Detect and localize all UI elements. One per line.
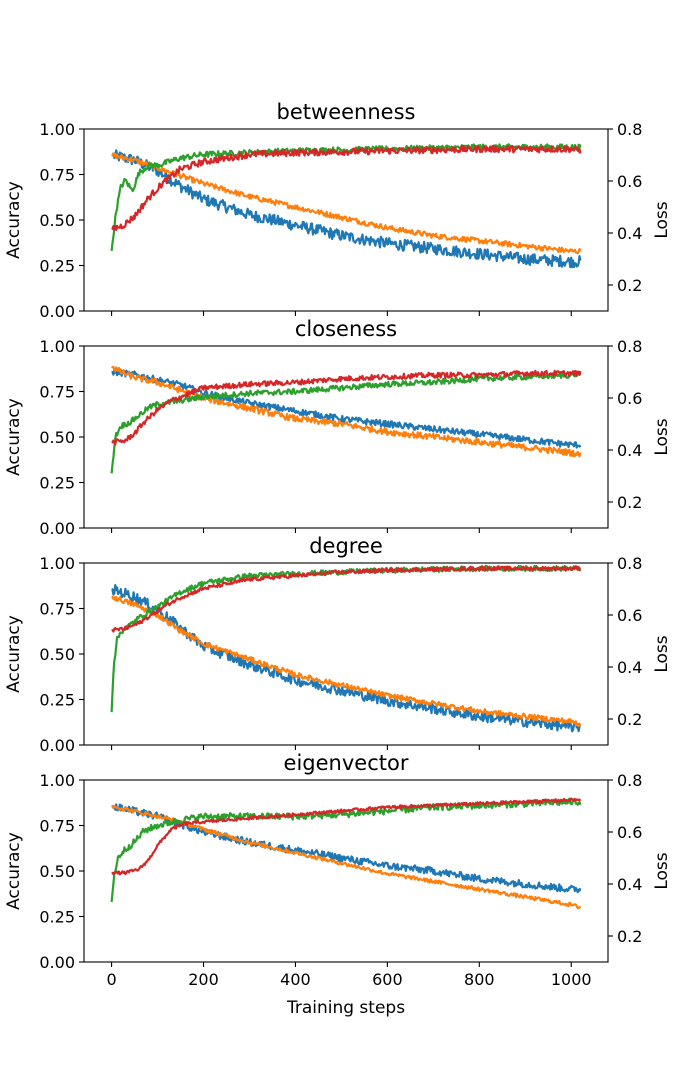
y2-axis-label: Loss — [652, 418, 672, 455]
y-tick-label: 0.75 — [39, 817, 75, 836]
series-line-4 — [111, 144, 582, 231]
y2-tick-label: 0.4 — [617, 658, 642, 677]
y-tick-label: 0.00 — [39, 953, 75, 972]
y2-tick-label: 0.8 — [617, 120, 642, 139]
y2-tick-label: 0.6 — [617, 172, 642, 191]
series-line-4 — [111, 797, 582, 876]
y2-tick-label: 0.6 — [617, 823, 642, 842]
panel-betweenness: 0.00 0.25 0.50 0.75 1.00 0.2 0.4 0.6 0.8 betweenn… — [4, 100, 672, 321]
y-tick-label: 0.50 — [39, 862, 75, 881]
y2-axis-label: Loss — [652, 852, 672, 889]
y-axis-label: Accuracy — [4, 615, 24, 693]
y2-tick-label: 0.4 — [617, 224, 642, 243]
y-tick-label: 0.25 — [39, 474, 75, 493]
y-tick-label: 0.50 — [39, 211, 75, 230]
y2-tick-label: 0.8 — [617, 554, 642, 573]
y-tick-label: 0.00 — [39, 519, 75, 538]
y2-tick-label: 0.4 — [617, 441, 642, 460]
series-line-3 — [110, 564, 582, 713]
y2-tick-label: 0.2 — [617, 927, 642, 946]
x-tick-label: 1000 — [551, 970, 592, 989]
series-line-1 — [111, 803, 582, 894]
y-tick-label: 1.00 — [39, 120, 75, 139]
series-line-4 — [111, 369, 582, 446]
y-tick-label: 0.25 — [39, 691, 75, 710]
series-group — [110, 797, 582, 910]
y2-tick-label: 0.6 — [617, 606, 642, 625]
x-tick-label: 200 — [188, 970, 219, 989]
panel-degree: 0.00 0.25 0.50 0.75 1.00 0.2 0.4 0.6 0.8 degree Ac… — [4, 534, 672, 755]
y-tick-label: 0.50 — [39, 645, 75, 664]
y-tick-label: 0.00 — [39, 736, 75, 755]
series-line-1 — [111, 584, 581, 733]
y2-tick-label: 0.2 — [617, 276, 642, 295]
y2-tick-label: 0.6 — [617, 389, 642, 408]
panel-title: eigenvector — [284, 751, 409, 775]
x-tick-label: 0 — [106, 970, 116, 989]
plot-frame — [83, 779, 609, 963]
y-tick-label: 1.00 — [39, 337, 75, 356]
y-tick-label: 0.50 — [39, 428, 75, 447]
panel-title: degree — [309, 534, 383, 558]
y2-tick-label: 0.2 — [617, 493, 642, 512]
y-tick-label: 0.75 — [39, 166, 75, 185]
series-line-4 — [111, 565, 581, 633]
series-group — [110, 365, 582, 474]
y-axis-label: Accuracy — [4, 832, 24, 910]
y2-tick-label: 0.2 — [617, 710, 642, 729]
x-axis-label: Training steps — [286, 998, 405, 1018]
series-group — [110, 564, 582, 733]
y-tick-label: 0.75 — [39, 600, 75, 619]
y2-axis-label: Loss — [652, 201, 672, 238]
x-tick-label: 400 — [280, 970, 311, 989]
y-tick-label: 0.00 — [39, 302, 75, 321]
y-tick-label: 1.00 — [39, 771, 75, 790]
x-tick-label: 800 — [464, 970, 495, 989]
series-line-2 — [111, 595, 582, 728]
y2-axis-label: Loss — [652, 635, 672, 672]
y2-tick-label: 0.4 — [617, 875, 642, 894]
x-tick-label: 600 — [372, 970, 403, 989]
series-line-3 — [110, 797, 582, 903]
series-line-1 — [111, 149, 582, 269]
y2-tick-label: 0.8 — [617, 771, 642, 790]
series-line-3 — [110, 370, 582, 474]
y-axis-label: Accuracy — [4, 181, 24, 259]
panel-title: betweenness — [277, 100, 416, 124]
panel-eigenvector: 0 200 400 600 800 1000 0.00 0.25 0.50 0.75 1.00 0.2… — [4, 751, 672, 1018]
y-tick-label: 0.25 — [39, 257, 75, 276]
series-group — [110, 143, 582, 269]
y-axis-label: Accuracy — [4, 398, 24, 476]
series-line-1 — [111, 368, 582, 449]
panel-closeness: 0.00 0.25 0.50 0.75 1.00 0.2 0.4 0.6 0.8 closenes… — [4, 317, 672, 538]
panel-title: closeness — [295, 317, 397, 341]
series-line-2 — [111, 152, 582, 255]
y-tick-label: 1.00 — [39, 554, 75, 573]
y2-tick-label: 0.8 — [617, 337, 642, 356]
y-tick-label: 0.25 — [39, 908, 75, 927]
y-tick-label: 0.75 — [39, 383, 75, 402]
